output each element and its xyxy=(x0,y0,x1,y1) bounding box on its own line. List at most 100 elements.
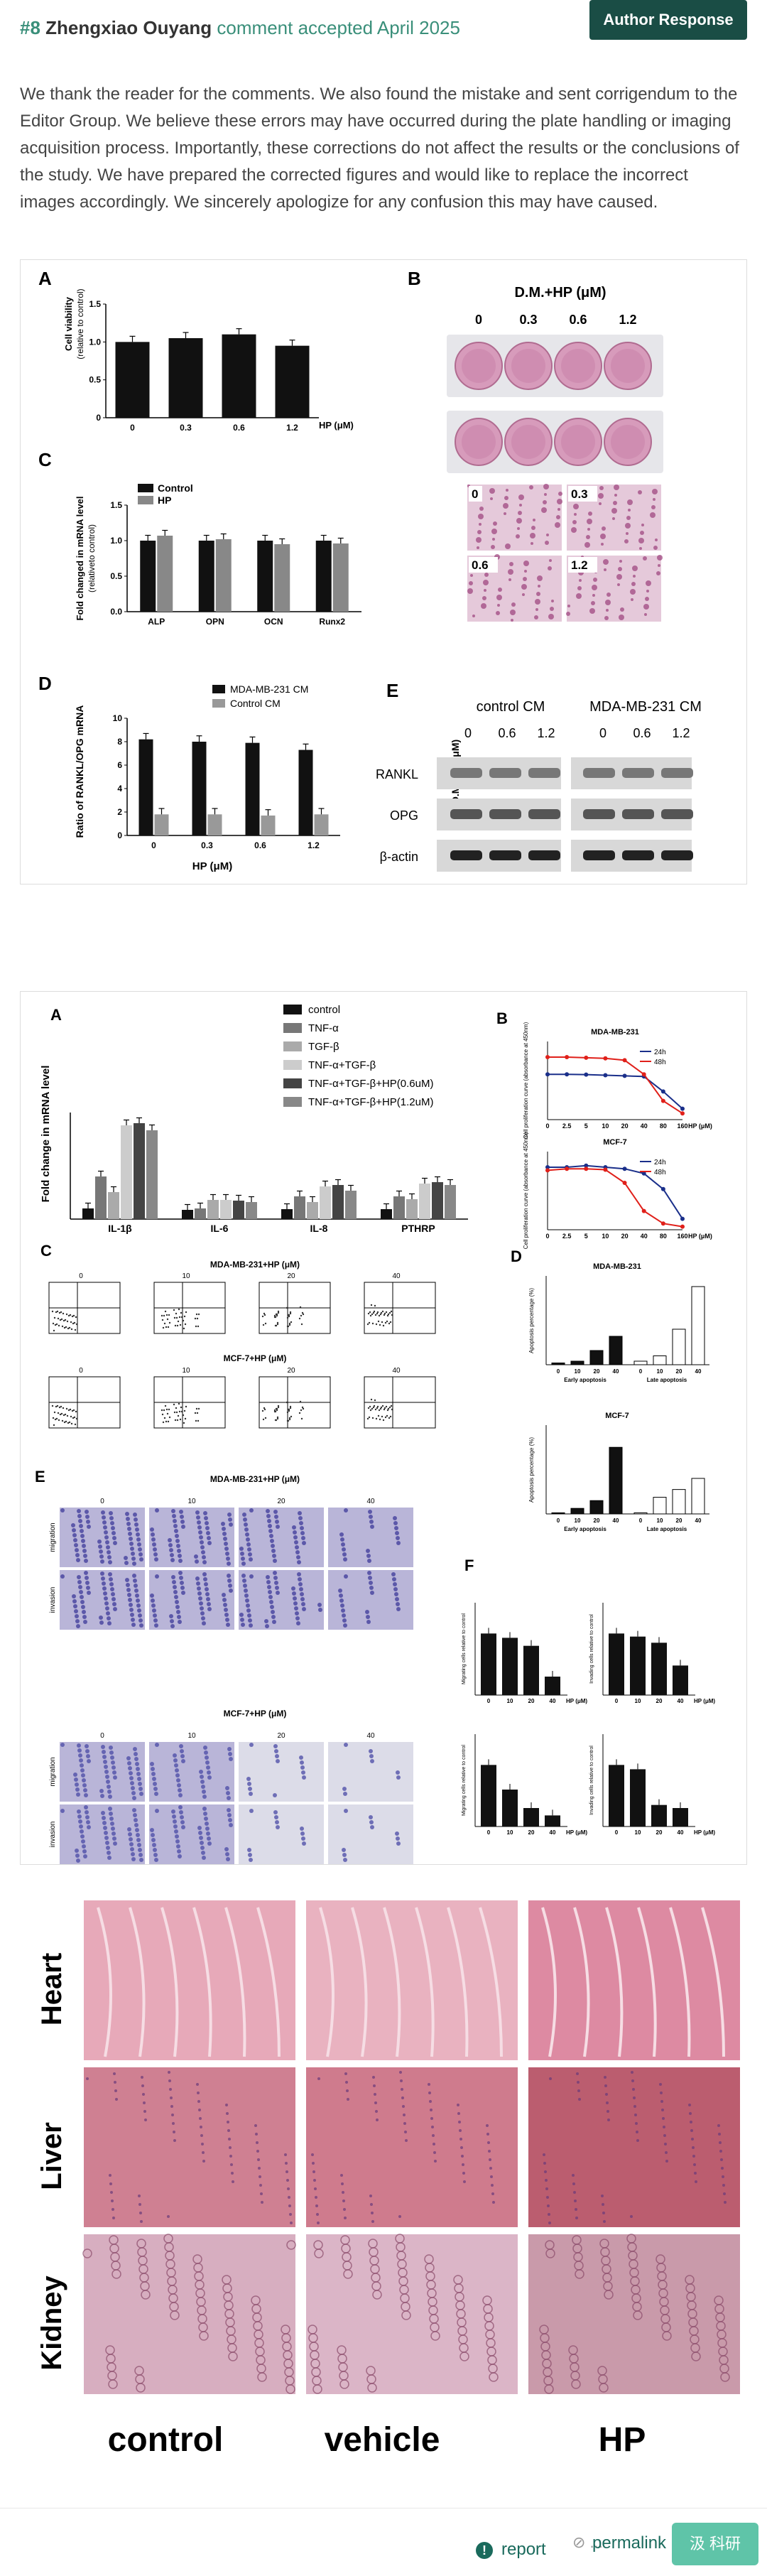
b-stain-dot xyxy=(509,562,513,566)
f2-e-cell xyxy=(271,1615,276,1619)
f2-e-cell xyxy=(298,1516,303,1520)
f2-c-event xyxy=(386,1320,388,1323)
f2-e-cell xyxy=(107,1785,111,1789)
figure-2[interactable]: A Fold change in mRNA level control TNF-α… xyxy=(20,991,747,1865)
f2-e-cell xyxy=(129,1537,133,1541)
b-stain-dot xyxy=(584,542,590,548)
histology-cell xyxy=(317,2077,320,2080)
permalink-link[interactable]: permalink xyxy=(592,2533,667,2553)
f2b2-point xyxy=(603,1167,608,1172)
f2-e-cell xyxy=(85,1810,89,1814)
f2f1-category-label: 0 xyxy=(615,1698,619,1704)
f2-e-cell xyxy=(103,1760,107,1764)
histology-cell xyxy=(171,2114,174,2116)
f2-c-event xyxy=(273,1410,276,1413)
b-stain-dot xyxy=(533,519,535,521)
histology-cell xyxy=(488,2150,491,2153)
f2-e-cell xyxy=(105,1540,109,1544)
f2-c-title-2: MCF-7+HP (μM) xyxy=(224,1353,287,1363)
f2f1-ylabel: Invading cells relative to control xyxy=(589,1614,594,1684)
f2-e-cell xyxy=(128,1532,132,1536)
histology-cell xyxy=(289,2213,292,2216)
histology-cell xyxy=(202,2151,205,2154)
histology-cell xyxy=(136,2239,146,2248)
f2-e-cell xyxy=(85,1510,89,1514)
f2-e-cell xyxy=(170,1558,175,1562)
f2-e-cell xyxy=(131,1791,136,1795)
histology-image xyxy=(528,2234,740,2394)
f2-e-cell xyxy=(203,1746,207,1750)
f2d1-bar xyxy=(609,1336,623,1365)
histology-cell xyxy=(82,2248,92,2258)
f2-c-event xyxy=(179,1324,182,1326)
histology-cell xyxy=(342,2199,345,2202)
f2-e-cell xyxy=(103,1826,107,1830)
f2-e-cell xyxy=(205,1760,210,1765)
f2-e-cell xyxy=(207,1770,211,1775)
f2-c-event xyxy=(177,1320,180,1323)
b-stain-dot xyxy=(641,524,644,526)
f2-c-event xyxy=(62,1414,65,1417)
f2-e-cell xyxy=(302,1607,306,1611)
figure-3[interactable]: Heart Liver Kidney control vehicle HP xyxy=(20,1890,747,2472)
f2-e-dose: 40 xyxy=(366,1732,375,1740)
author-response-button[interactable]: Author Response xyxy=(589,0,747,40)
f2-c-event xyxy=(51,1310,54,1313)
f2-e-cell xyxy=(248,1618,252,1623)
comment-author[interactable]: Zhengxiao Ouyang xyxy=(45,17,212,38)
histology-cell xyxy=(486,2124,489,2127)
f2-c-event xyxy=(384,1321,387,1324)
f2b2-series-line xyxy=(548,1164,683,1220)
f2-e-cell xyxy=(366,1554,371,1558)
f2-e-cell xyxy=(227,1562,231,1566)
f2b1-ylabel: Cell proliferation curve (absorbance at … xyxy=(523,1022,529,1139)
b-stain-dot xyxy=(558,492,562,496)
f2-c-event xyxy=(386,1409,389,1412)
f2-e-cell xyxy=(396,1541,401,1545)
histology-cell xyxy=(366,2366,376,2376)
histology-cell xyxy=(720,2158,723,2161)
f2-e-cell xyxy=(243,1517,247,1522)
b-stain-dot xyxy=(504,512,506,515)
f2b1-tick-label: 80 xyxy=(660,1122,667,1130)
f2-e-cell xyxy=(273,1810,278,1814)
f2-c-event xyxy=(55,1405,58,1408)
a-tick-label: 0 xyxy=(96,413,101,423)
b-stain-dot xyxy=(555,522,560,528)
b-stain-dot xyxy=(534,615,538,619)
figure-1[interactable]: A Cell viability (relative to control) 0… xyxy=(20,259,747,884)
f2-c-event xyxy=(302,1313,305,1316)
histology-cell xyxy=(605,2093,608,2096)
f2-e-cell xyxy=(81,1773,85,1777)
f2-e-cell xyxy=(203,1577,207,1581)
b-stain-dot xyxy=(576,593,582,599)
a-xlabel: HP (μM) xyxy=(319,420,354,431)
f2-c-event xyxy=(62,1407,65,1409)
report-link[interactable]: ! report xyxy=(476,2540,546,2560)
f2-e-dose: 20 xyxy=(277,1732,285,1740)
histology-cell xyxy=(346,2089,349,2092)
f2-e-cell xyxy=(85,1749,89,1753)
b-stain-dot xyxy=(606,609,609,612)
c-bar xyxy=(315,541,332,612)
f2-e-cell xyxy=(223,1537,227,1541)
histology-cell xyxy=(695,2180,697,2183)
histology-cell xyxy=(168,2079,171,2082)
histology-cell xyxy=(198,2109,201,2111)
col-label-hp: HP xyxy=(599,2421,646,2459)
f2-e-cell xyxy=(136,1833,140,1837)
f2-e-cell xyxy=(131,1857,136,1861)
histology-cell xyxy=(721,2167,724,2170)
f2-c-event xyxy=(379,1418,381,1421)
histology-cell xyxy=(548,2213,550,2216)
histology-cell xyxy=(340,2174,343,2177)
f2-c-event xyxy=(196,1317,199,1320)
histology-cell xyxy=(395,2234,405,2244)
f2-e-cell xyxy=(177,1849,181,1853)
b-stain-dot xyxy=(524,570,527,573)
histology-fiber xyxy=(224,1907,246,2057)
b-stain-dot xyxy=(618,567,622,571)
f2-e-cell xyxy=(222,1598,227,1602)
histology-cell xyxy=(281,2325,290,2334)
